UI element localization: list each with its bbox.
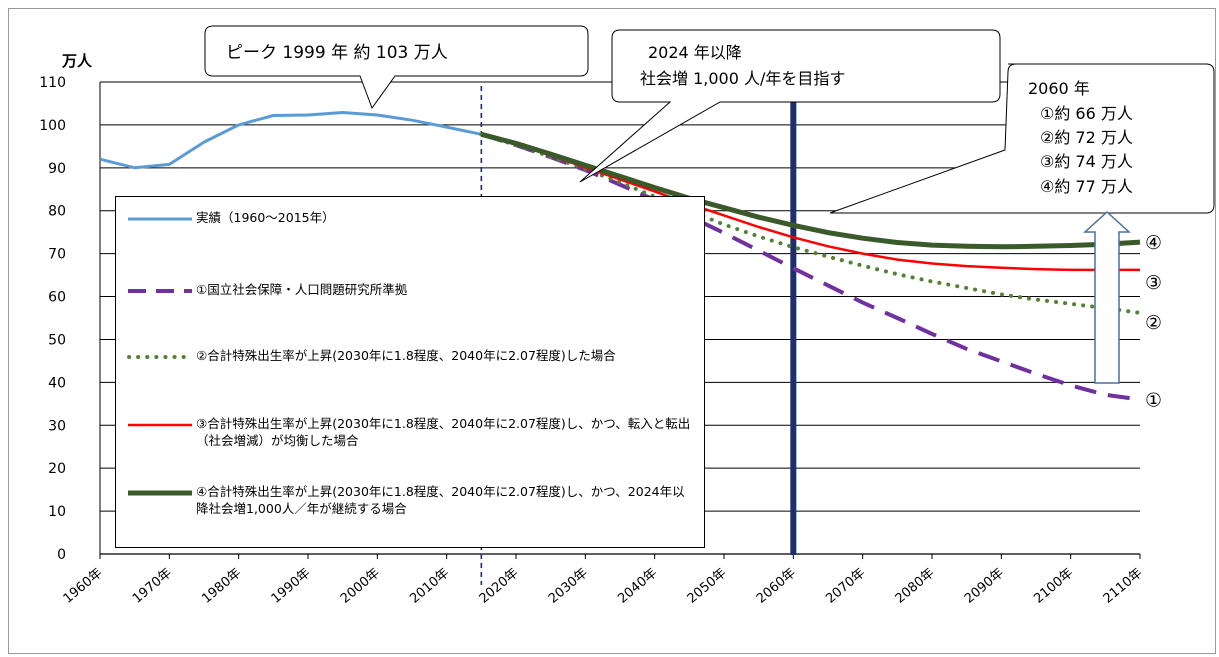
end-marker-4: ④ [1145, 232, 1162, 254]
policy-callout-line2: 社会増 1,000 人/年を目指す [640, 69, 845, 88]
end-marker-1: ① [1145, 390, 1162, 412]
x-tick-label: 2100年 [1031, 566, 1076, 607]
x-tick-label: 2040年 [615, 566, 660, 607]
increase-arrow-icon [1083, 210, 1131, 384]
legend-swatch-actual [128, 217, 192, 221]
x-tick-label: 2030年 [546, 566, 591, 607]
legend-label-4: ④合計特殊出生率が上昇(2030年に1.8程度、2040年に2.07程度)し、か… [196, 484, 685, 516]
end-marker-2: ② [1145, 312, 1162, 334]
legend-label-actual: 実績（1960～2015年） [196, 210, 335, 225]
legend-item-3: ③合計特殊出生率が上昇(2030年に1.8程度、2040年に2.07程度)し、か… [126, 415, 696, 449]
legend-item-1: ①国立社会保障・人口問題研究所準拠 [126, 281, 696, 301]
x-tick-label: 2020年 [477, 566, 522, 607]
legend-item-2: ②合計特殊出生率が上昇(2030年に1.8程度、2040年に2.07程度)した場… [126, 347, 696, 367]
legend-item-4: ④合計特殊出生率が上昇(2030年に1.8程度、2040年に2.07程度)し、か… [126, 483, 696, 517]
legend-item-actual: 実績（1960～2015年） [126, 209, 696, 229]
legend-swatch-4 [128, 490, 192, 496]
y-tick-label: 0 [57, 547, 66, 563]
legend-swatch-1 [128, 289, 192, 293]
legend-label-1: ①国立社会保障・人口問題研究所準拠 [196, 282, 408, 297]
x-tick-label: 2080年 [893, 566, 938, 607]
peak-callout: ピーク 1999 年 約 103 万人 [204, 25, 589, 110]
chart-frame [8, 8, 1216, 654]
y-tick-label: 70 [48, 247, 66, 263]
year-2060-item-2: ②約 72 万人 [1040, 128, 1133, 147]
y-tick-label: 30 [48, 418, 66, 434]
legend-swatch-3 [128, 423, 192, 427]
legend-swatch-2 [127, 355, 194, 359]
x-tick-label: 2050年 [685, 566, 730, 607]
y-tick-label: 60 [48, 290, 66, 306]
y-tick-label: 80 [48, 204, 66, 220]
policy-callout-line1: 2024 年以降 [648, 43, 742, 62]
x-tick-label: 1960年 [61, 566, 106, 607]
y-tick-label: 40 [48, 375, 66, 391]
year-2060-item-3: ③約 74 万人 [1040, 152, 1133, 171]
series-lines [99, 111, 1142, 402]
series-actual [99, 111, 482, 170]
series-2-fertility [479, 132, 1142, 315]
x-tick-label: 2070年 [823, 566, 868, 607]
year-2060-item-4: ④約 77 万人 [1040, 177, 1133, 196]
policy-callout: 2024 年以降 社会増 1,000 人/年を目指す [579, 29, 1001, 183]
x-tick-label: 1970年 [130, 566, 175, 607]
x-tick-label: 1990年 [269, 566, 314, 607]
year-2060-item-1: ①約 66 万人 [1040, 104, 1133, 123]
y-tick-label: 20 [48, 461, 66, 477]
y-tick-label: 10 [48, 504, 66, 520]
y-tick-label: 50 [48, 332, 66, 348]
end-markers: ④ ③ ② ① [1145, 232, 1162, 411]
x-tick-label: 1980年 [199, 566, 244, 607]
y-axis-unit-label: 万人 [61, 52, 93, 70]
y-tick-label: 100 [39, 118, 66, 134]
x-tick-label: 2060年 [754, 566, 799, 607]
y-axis: 0 10 20 30 40 50 60 70 80 90 100 110 [39, 75, 101, 563]
x-tick-label: 2000年 [338, 566, 383, 607]
x-tick-label: 2090年 [962, 566, 1007, 607]
legend-label-3: ③合計特殊出生率が上昇(2030年に1.8程度、2040年に2.07程度)し、か… [196, 416, 691, 448]
peak-callout-text: ピーク 1999 年 約 103 万人 [226, 43, 448, 63]
legend-label-2: ②合計特殊出生率が上昇(2030年に1.8程度、2040年に2.07程度)した場… [196, 348, 616, 363]
series-4-social-increase [480, 131, 1141, 250]
year-2060-title: 2060 年 [1028, 79, 1090, 98]
chart-legend: 実績（1960～2015年） ①国立社会保障・人口問題研究所準拠 ②合計特殊出生… [115, 196, 705, 548]
x-tick-label: 2110年 [1101, 566, 1146, 607]
x-tick-label: 2010年 [407, 566, 452, 607]
y-tick-label: 110 [39, 75, 66, 91]
x-axis: 1960年 1970年 1980年 1990年 2000年 2010年 2020年 2030年… [61, 553, 1146, 607]
year-2060-callout: 2060 年 ①約 66 万人 ②約 72 万人 ③約 74 万人 ④約 77 … [829, 63, 1215, 214]
y-tick-label: 90 [48, 161, 66, 177]
end-marker-3: ③ [1145, 272, 1162, 294]
